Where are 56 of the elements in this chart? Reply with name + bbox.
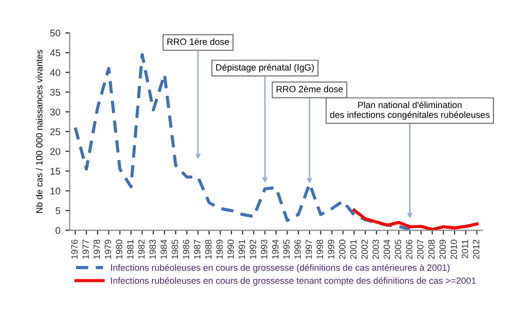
x-tick-label: 2003 bbox=[372, 240, 379, 259]
annotation: RRO 2ème dose bbox=[276, 86, 343, 92]
x-tick-label: 1988 bbox=[205, 240, 212, 259]
x-tick-label: 1986 bbox=[182, 240, 190, 259]
x-tick-label: 2002 bbox=[361, 240, 368, 259]
y-tick-label: 50 bbox=[50, 30, 60, 37]
x-tick-label: 1995 bbox=[283, 240, 290, 259]
annotation: Dépistage prénatal (IgG) bbox=[216, 64, 314, 72]
x-tick-label: 2009 bbox=[439, 240, 446, 259]
x-tick-label: 1997 bbox=[306, 240, 312, 259]
y-tick-label: 15 bbox=[50, 168, 60, 175]
y-tick-label: 10 bbox=[50, 188, 60, 194]
y-tick-label: 40 bbox=[50, 69, 60, 76]
x-tick-label: 2001 bbox=[350, 240, 357, 259]
x-tick-label: 2011 bbox=[462, 240, 468, 258]
y-axis-title: Nb de cas / 100 000 naissances vivantes bbox=[36, 50, 42, 213]
y-tick-label: 5 bbox=[56, 207, 60, 214]
x-tick-label: 2007 bbox=[417, 240, 424, 259]
x-tick-label: 1992 bbox=[250, 240, 256, 259]
annotation: RRO 1ère dose bbox=[167, 38, 230, 45]
x-tick-label: 2010 bbox=[450, 240, 457, 259]
x-tick-label: 2012 bbox=[472, 240, 480, 259]
x-tick-label: 1998 bbox=[316, 240, 324, 259]
x-tick-label: 2004 bbox=[384, 240, 390, 259]
x-tick-label: 2006 bbox=[406, 240, 412, 259]
y-tick-label: 45 bbox=[50, 49, 60, 56]
legend-label: Infections rubéoleuses en cours de grossesse (définitions de cas antérieures à 2001) bbox=[111, 264, 450, 273]
x-tick-label: 1990 bbox=[227, 240, 234, 259]
x-tick-label: 1987 bbox=[194, 240, 200, 259]
x-tick-label: 1999 bbox=[328, 240, 334, 259]
y-tick-label: 20 bbox=[50, 148, 60, 155]
x-tick-label: 1991 bbox=[238, 240, 246, 259]
x-tick-label: 1985 bbox=[172, 240, 178, 259]
x-tick-label: 1996 bbox=[294, 240, 301, 259]
x-tick-label: 1976 bbox=[71, 240, 78, 259]
y-tick-label: 30 bbox=[50, 108, 60, 116]
y-tick-label: 35 bbox=[50, 88, 60, 96]
x-tick-label: 2000 bbox=[339, 240, 346, 259]
x-tick-label: 1978 bbox=[94, 240, 100, 259]
y-tick-label: 0 bbox=[56, 227, 60, 234]
legend-label: Infections rubéoleuses en cours de grossesse tenant compte des définitions de cas >=2001 bbox=[111, 277, 476, 286]
x-tick-label: 1980 bbox=[116, 240, 122, 259]
x-tick-label: 1977 bbox=[82, 240, 89, 259]
x-tick-label: 1994 bbox=[272, 240, 278, 259]
x-tick-label: 1984 bbox=[160, 240, 167, 259]
line-series bbox=[352, 208, 478, 230]
x-tick-label: 1993 bbox=[260, 240, 268, 259]
y-tick-label: 25 bbox=[50, 128, 60, 136]
annotation: Plan national d'élimination des infections congénitales rubéoleuses bbox=[330, 101, 490, 120]
x-tick-label: 2008 bbox=[428, 240, 435, 259]
x-tick-label: 1981 bbox=[127, 240, 134, 259]
x-tick-label: 1982 bbox=[138, 240, 145, 259]
x-tick-label: 1989 bbox=[216, 240, 223, 259]
x-tick-label: 1979 bbox=[104, 240, 112, 259]
x-tick-label: 1983 bbox=[149, 240, 156, 259]
x-tick-label: 2005 bbox=[394, 240, 402, 259]
